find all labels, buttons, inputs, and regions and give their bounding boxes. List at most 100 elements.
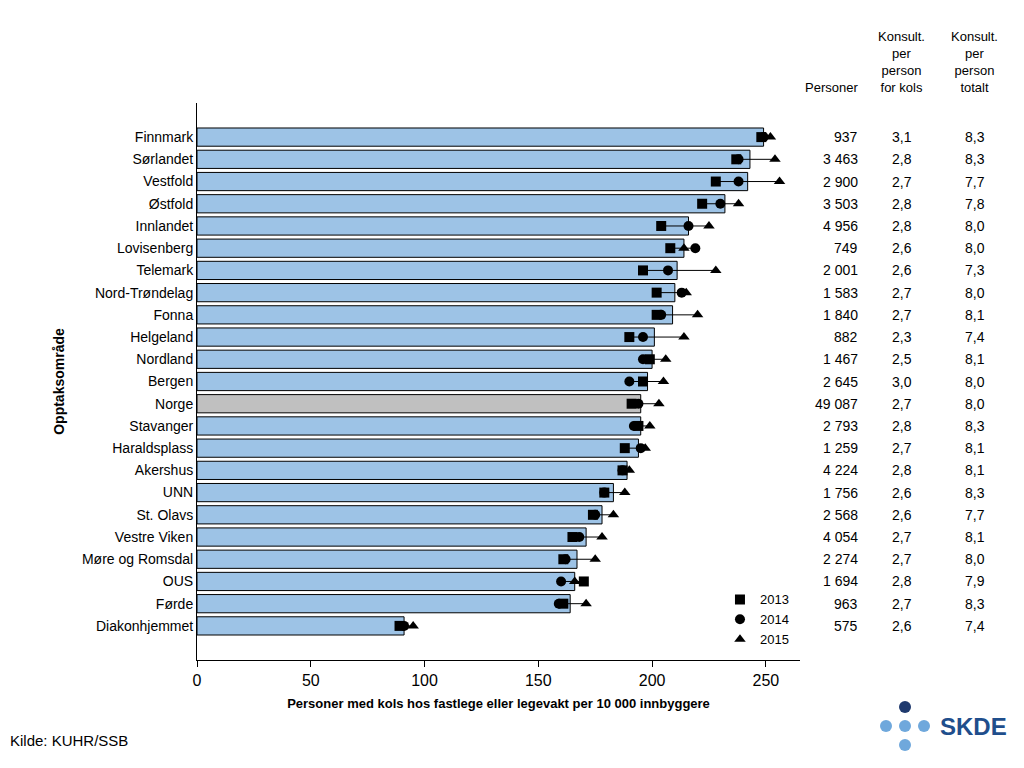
svg-text:2,8: 2,8 bbox=[892, 418, 912, 434]
svg-text:937: 937 bbox=[834, 129, 858, 145]
svg-text:2013: 2013 bbox=[760, 592, 789, 607]
svg-text:2 793: 2 793 bbox=[823, 418, 858, 434]
svg-text:Nord-Trøndelag: Nord-Trøndelag bbox=[95, 285, 193, 301]
svg-text:1 756: 1 756 bbox=[823, 485, 858, 501]
svg-text:Vestfold: Vestfold bbox=[143, 173, 193, 189]
svg-text:2 900: 2 900 bbox=[823, 174, 858, 190]
svg-text:Personer med kols hos fastlege: Personer med kols hos fastlege eller leg… bbox=[287, 696, 710, 711]
svg-text:7,9: 7,9 bbox=[965, 573, 985, 589]
svg-text:St. Olavs: St. Olavs bbox=[136, 507, 193, 523]
svg-text:2,8: 2,8 bbox=[892, 196, 912, 212]
svg-text:Fonna: Fonna bbox=[153, 307, 193, 323]
svg-text:1 467: 1 467 bbox=[823, 351, 858, 367]
svg-text:1 259: 1 259 bbox=[823, 440, 858, 456]
svg-text:2 568: 2 568 bbox=[823, 507, 858, 523]
svg-text:Norge: Norge bbox=[155, 396, 193, 412]
svg-text:Diakonhjemmet: Diakonhjemmet bbox=[96, 618, 193, 634]
svg-text:Bergen: Bergen bbox=[148, 373, 193, 389]
svg-text:2015: 2015 bbox=[760, 632, 789, 647]
svg-text:Finnmark: Finnmark bbox=[135, 129, 194, 145]
svg-text:1 840: 1 840 bbox=[823, 307, 858, 323]
svg-text:7,4: 7,4 bbox=[965, 329, 985, 345]
svg-text:2,7: 2,7 bbox=[892, 529, 912, 545]
svg-text:8,1: 8,1 bbox=[965, 351, 985, 367]
svg-text:2,8: 2,8 bbox=[892, 462, 912, 478]
svg-text:575: 575 bbox=[834, 618, 858, 634]
svg-text:Innlandet: Innlandet bbox=[136, 218, 194, 234]
svg-text:Førde: Førde bbox=[156, 596, 194, 612]
svg-text:2014: 2014 bbox=[760, 612, 789, 627]
svg-text:SKDE: SKDE bbox=[940, 713, 1007, 740]
svg-text:882: 882 bbox=[834, 329, 858, 345]
svg-text:2 274: 2 274 bbox=[823, 551, 858, 567]
svg-text:Sørlandet: Sørlandet bbox=[132, 151, 193, 167]
svg-text:7,8: 7,8 bbox=[965, 196, 985, 212]
svg-text:3,0: 3,0 bbox=[892, 374, 912, 390]
svg-text:150: 150 bbox=[525, 672, 552, 689]
svg-text:8,0: 8,0 bbox=[965, 285, 985, 301]
svg-text:49 087: 49 087 bbox=[815, 396, 858, 412]
svg-text:4 224: 4 224 bbox=[823, 462, 858, 478]
svg-text:OUS: OUS bbox=[163, 573, 193, 589]
svg-text:2,7: 2,7 bbox=[892, 174, 912, 190]
svg-text:8,0: 8,0 bbox=[965, 551, 985, 567]
svg-text:8,0: 8,0 bbox=[965, 374, 985, 390]
svg-text:2,7: 2,7 bbox=[892, 307, 912, 323]
svg-text:963: 963 bbox=[834, 596, 858, 612]
svg-text:Opptaksområde: Opptaksområde bbox=[51, 328, 67, 435]
svg-text:Haraldsplass: Haraldsplass bbox=[112, 440, 193, 456]
svg-text:50: 50 bbox=[302, 672, 320, 689]
svg-text:2,5: 2,5 bbox=[892, 351, 912, 367]
svg-text:8,1: 8,1 bbox=[965, 440, 985, 456]
svg-text:2,6: 2,6 bbox=[892, 262, 912, 278]
svg-text:2,6: 2,6 bbox=[892, 618, 912, 634]
svg-text:0: 0 bbox=[193, 672, 202, 689]
svg-text:250: 250 bbox=[753, 672, 780, 689]
svg-text:2,8: 2,8 bbox=[892, 218, 912, 234]
svg-text:200: 200 bbox=[639, 672, 666, 689]
svg-text:Helgeland: Helgeland bbox=[130, 329, 193, 345]
svg-text:3,1: 3,1 bbox=[892, 129, 912, 145]
svg-text:Akershus: Akershus bbox=[135, 462, 193, 478]
svg-text:7,4: 7,4 bbox=[965, 618, 985, 634]
svg-text:2,8: 2,8 bbox=[892, 573, 912, 589]
svg-text:1 583: 1 583 bbox=[823, 285, 858, 301]
svg-text:8,0: 8,0 bbox=[965, 218, 985, 234]
svg-text:3 463: 3 463 bbox=[823, 151, 858, 167]
svg-text:Kilde: KUHR/SSB: Kilde: KUHR/SSB bbox=[10, 732, 128, 749]
svg-text:2,7: 2,7 bbox=[892, 285, 912, 301]
svg-text:7,7: 7,7 bbox=[965, 174, 985, 190]
svg-text:2,7: 2,7 bbox=[892, 596, 912, 612]
svg-text:Vestre Viken: Vestre Viken bbox=[115, 529, 193, 545]
svg-text:7,7: 7,7 bbox=[965, 507, 985, 523]
svg-text:8,0: 8,0 bbox=[965, 396, 985, 412]
svg-text:1 694: 1 694 bbox=[823, 573, 858, 589]
svg-text:8,1: 8,1 bbox=[965, 462, 985, 478]
svg-text:8,0: 8,0 bbox=[965, 240, 985, 256]
svg-text:Telemark: Telemark bbox=[136, 262, 194, 278]
svg-text:749: 749 bbox=[834, 240, 858, 256]
svg-text:UNN: UNN bbox=[163, 484, 193, 500]
svg-text:2 001: 2 001 bbox=[823, 262, 858, 278]
svg-text:Stavanger: Stavanger bbox=[129, 418, 193, 434]
svg-text:3 503: 3 503 bbox=[823, 196, 858, 212]
svg-text:8,3: 8,3 bbox=[965, 129, 985, 145]
svg-text:8,1: 8,1 bbox=[965, 307, 985, 323]
svg-text:8,3: 8,3 bbox=[965, 596, 985, 612]
svg-text:Nordland: Nordland bbox=[136, 351, 193, 367]
svg-text:2,6: 2,6 bbox=[892, 485, 912, 501]
svg-text:Lovisenberg: Lovisenberg bbox=[117, 240, 193, 256]
svg-text:8,3: 8,3 bbox=[965, 418, 985, 434]
svg-text:8,3: 8,3 bbox=[965, 151, 985, 167]
svg-text:2 645: 2 645 bbox=[823, 374, 858, 390]
svg-text:2,6: 2,6 bbox=[892, 240, 912, 256]
svg-text:7,3: 7,3 bbox=[965, 262, 985, 278]
svg-text:2,8: 2,8 bbox=[892, 151, 912, 167]
svg-text:2,7: 2,7 bbox=[892, 551, 912, 567]
svg-text:100: 100 bbox=[411, 672, 438, 689]
svg-text:Konsult.perpersonfor kols: Konsult.perpersonfor kols bbox=[878, 29, 925, 95]
svg-text:2,7: 2,7 bbox=[892, 440, 912, 456]
svg-text:2,7: 2,7 bbox=[892, 396, 912, 412]
svg-text:2,6: 2,6 bbox=[892, 507, 912, 523]
svg-text:4 054: 4 054 bbox=[823, 529, 858, 545]
